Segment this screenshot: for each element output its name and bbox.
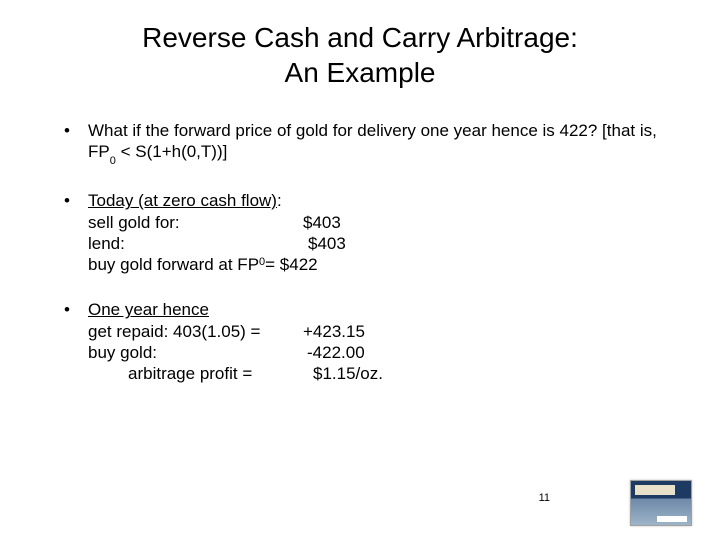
b3-r3-value: $1.15/oz. [313,363,383,384]
bullet-3-content: One year hence get repaid: 403(1.05) = +… [88,299,660,384]
b2-r3-sub: 0 [259,256,265,277]
b1-text-b: < S(1+h(0,T))] [116,142,227,161]
bullet-dot: • [60,120,88,166]
bullet-1: • What if the forward price of gold for … [60,120,660,166]
b2-colon: : [277,191,282,210]
b2-heading: Today (at zero cash flow) [88,191,277,210]
b2-r3-pre: buy gold forward at FP [88,254,259,275]
bullet-2-content: Today (at zero cash flow): sell gold for… [88,190,660,275]
b3-row-2: buy gold: -422.00 [88,342,660,363]
b3-r1-label: get repaid: 403(1.05) = [88,321,303,342]
b2-r3-post: = $422 [265,254,317,275]
bullet-1-content: What if the forward price of gold for de… [88,120,660,166]
b3-r1-value: +423.15 [303,321,365,342]
b2-row-3: buy gold forward at FP0 = $422 [88,254,660,275]
b3-heading: One year hence [88,300,209,319]
bullet-2: • Today (at zero cash flow): sell gold f… [60,190,660,275]
title-line-2: An Example [285,57,436,88]
b2-row-2: lend: $403 [88,233,660,254]
footer-logo [630,480,692,526]
b2-r2-value: $403 [308,233,346,254]
b2-r1-value: $403 [303,212,341,233]
b1-sub: 0 [110,155,116,167]
b3-row-3: arbitrage profit = $1.15/oz. [88,363,660,384]
b2-r2-label: lend: [88,233,308,254]
bullet-dot: • [60,190,88,275]
b2-r1-label: sell gold for: [88,212,303,233]
b3-r2-value: -422.00 [307,342,365,363]
slide-title: Reverse Cash and Carry Arbitrage: An Exa… [60,20,660,90]
slide: Reverse Cash and Carry Arbitrage: An Exa… [0,0,720,540]
title-line-1: Reverse Cash and Carry Arbitrage: [142,22,578,53]
b3-r2-label: buy gold: [88,342,307,363]
bullet-dot: • [60,299,88,384]
slide-body: • What if the forward price of gold for … [60,120,660,384]
page-number: 11 [539,492,550,504]
b3-r3-label: arbitrage profit = [88,363,313,384]
b2-row-1: sell gold for: $403 [88,212,660,233]
b3-row-1: get repaid: 403(1.05) = +423.15 [88,321,660,342]
bullet-3: • One year hence get repaid: 403(1.05) =… [60,299,660,384]
